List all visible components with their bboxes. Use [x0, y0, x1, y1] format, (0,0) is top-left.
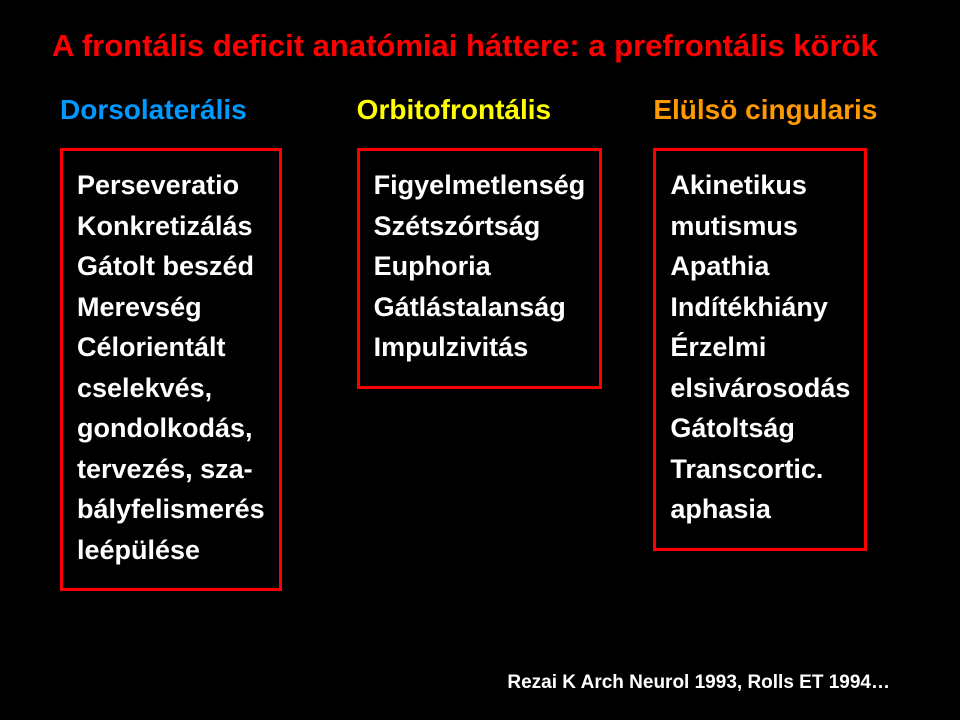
box-3: Akinetikus mutismus Apathia Indítékhiány…: [653, 148, 867, 551]
list-item: gondolkodás,: [77, 408, 265, 449]
slide-title: A frontális deficit anatómiai háttere: a…: [52, 28, 920, 64]
list-item: cselekvés,: [77, 368, 265, 409]
list-item: mutismus: [670, 206, 850, 247]
box-1: Perseveratio Konkretizálás Gátolt beszéd…: [60, 148, 282, 591]
column-orbitofrontalis: Orbitofrontális Figyelmetlenség Szétszór…: [357, 94, 624, 591]
list-item: leépülése: [77, 530, 265, 571]
column-header-2: Orbitofrontális: [357, 94, 624, 126]
list-item: Akinetikus: [670, 165, 850, 206]
citation-text: Rezai K Arch Neurol 1993, Rolls ET 1994…: [507, 672, 890, 694]
list-item: Indítékhiány: [670, 287, 850, 328]
list-item: Célorientált: [77, 327, 265, 368]
list-item: Szétszórtság: [374, 206, 586, 247]
list-item: Merevség: [77, 287, 265, 328]
list-item: Gátlástalanság: [374, 287, 586, 328]
list-item: Gátoltság: [670, 408, 850, 449]
list-item: elsivárosodás: [670, 368, 850, 409]
column-header-3: Elülsö cingularis: [653, 94, 920, 126]
columns-container: Dorsolaterális Perseveratio Konkretizálá…: [60, 94, 920, 591]
list-item: Gátolt beszéd: [77, 246, 265, 287]
list-item: Transcortic.: [670, 449, 850, 490]
list-item: Impulzivitás: [374, 327, 586, 368]
list-item: Perseveratio: [77, 165, 265, 206]
column-cingularis: Elülsö cingularis Akinetikus mutismus Ap…: [653, 94, 920, 591]
list-item: Konkretizálás: [77, 206, 265, 247]
list-item: bályfelismerés: [77, 489, 265, 530]
list-item: Figyelmetlenség: [374, 165, 586, 206]
list-item: Apathia: [670, 246, 850, 287]
column-dorsolateralis: Dorsolaterális Perseveratio Konkretizálá…: [60, 94, 327, 591]
list-item: Érzelmi: [670, 327, 850, 368]
box-2: Figyelmetlenség Szétszórtság Euphoria Gá…: [357, 148, 603, 389]
list-item: aphasia: [670, 489, 850, 530]
list-item: Euphoria: [374, 246, 586, 287]
column-header-1: Dorsolaterális: [60, 94, 327, 126]
list-item: tervezés, sza-: [77, 449, 265, 490]
